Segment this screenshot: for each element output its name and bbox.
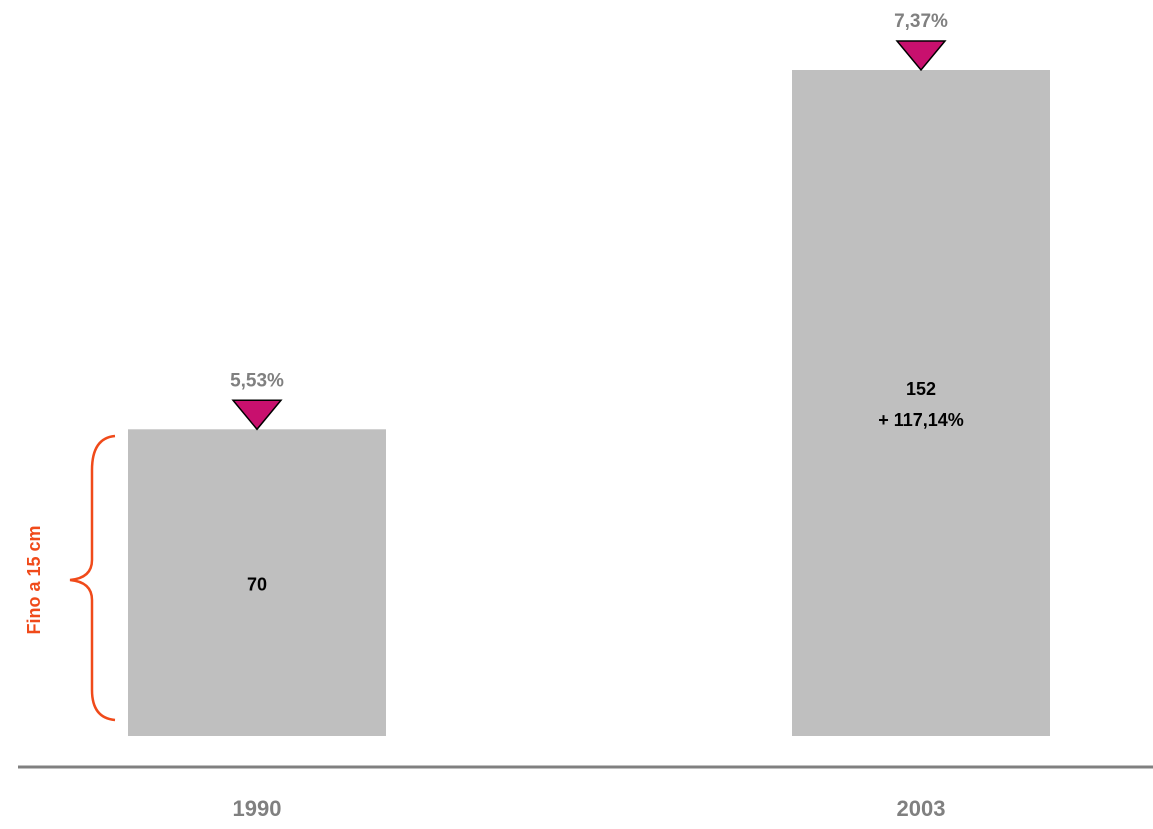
bracket <box>69 434 116 722</box>
x-tick-label: 1990 <box>233 796 282 821</box>
bar <box>792 70 1050 736</box>
growth-label: + 117,14% <box>878 410 964 430</box>
bracket-label: Fino a 15 cm <box>24 525 44 634</box>
marker-triangle <box>895 40 947 72</box>
x-tick-label: 2003 <box>897 796 946 821</box>
value-label: 152 <box>906 379 936 399</box>
marker-label: 5,53% <box>230 370 284 391</box>
bar <box>128 429 386 736</box>
value-label: 70 <box>247 574 267 594</box>
marker-triangle <box>231 399 283 431</box>
marker-label: 7,37% <box>894 11 948 32</box>
